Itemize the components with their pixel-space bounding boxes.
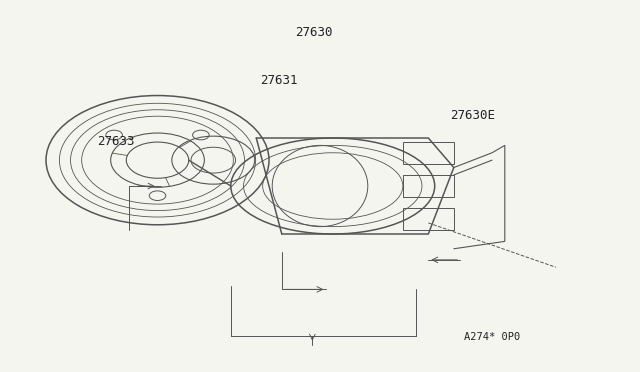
Text: 27633: 27633 — [97, 135, 135, 148]
Bar — [403, 142, 454, 164]
Text: A274* 0P0: A274* 0P0 — [464, 332, 520, 342]
Bar — [403, 175, 454, 197]
Bar — [403, 208, 454, 230]
Text: 27630E: 27630E — [451, 109, 495, 122]
Text: 27630: 27630 — [295, 26, 332, 39]
Text: 27631: 27631 — [260, 74, 298, 87]
